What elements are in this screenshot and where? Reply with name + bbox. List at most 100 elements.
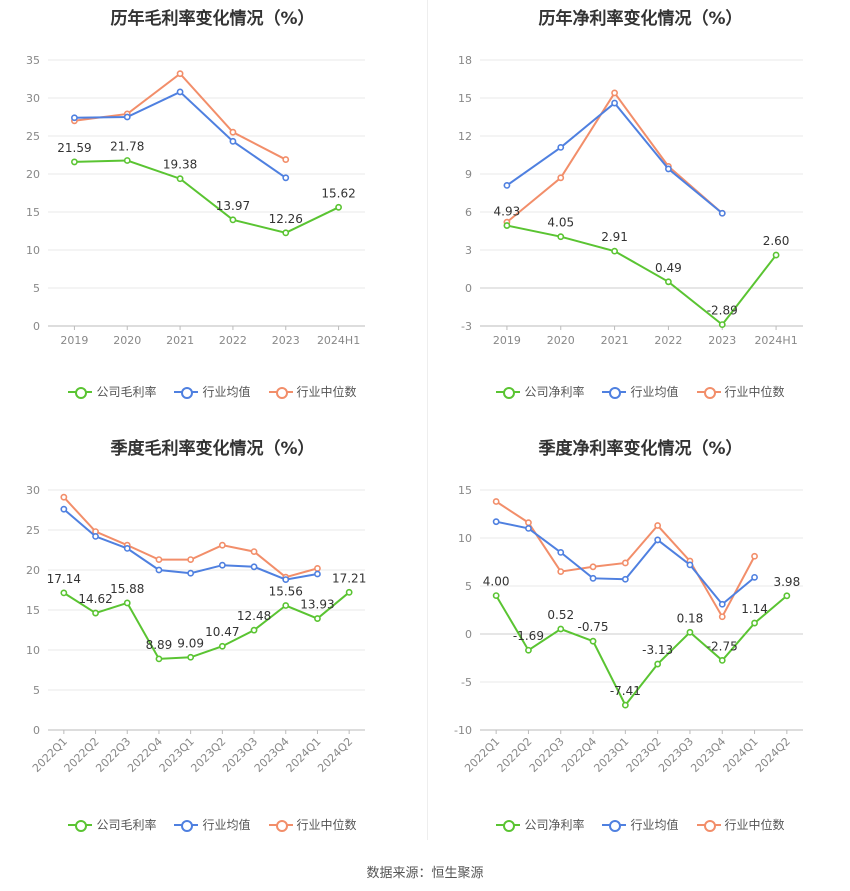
data-point-industry-avg xyxy=(282,576,290,583)
legend-item-industry-median[interactable]: 行业中位数 xyxy=(696,383,785,400)
data-point-industry-avg xyxy=(589,574,597,582)
data-point-company xyxy=(123,157,131,164)
data-point-industry-avg xyxy=(654,536,662,544)
legend-marker-icon xyxy=(602,386,627,399)
data-point-company xyxy=(60,589,68,597)
data-point-industry-avg xyxy=(525,525,532,532)
x-tick-label: 2023Q4 xyxy=(688,735,728,775)
data-point-industry-median xyxy=(282,156,290,163)
data-point-industry-avg xyxy=(123,113,131,121)
data-point-company xyxy=(589,637,597,645)
x-tick-label: 2021 xyxy=(166,334,194,347)
data-label: 21.78 xyxy=(110,139,144,153)
quarterly-gross-margin-chart: 0510152025302022Q12022Q22022Q32022Q42023… xyxy=(26,484,366,775)
legend: 公司净利率 行业均值 行业中位数 xyxy=(428,383,850,400)
data-point-company xyxy=(503,222,511,229)
data-point-company xyxy=(71,158,78,166)
data-label: 2.91 xyxy=(601,230,628,244)
legend-item-industry-median[interactable]: 行业中位数 xyxy=(268,383,357,400)
data-point-industry-avg xyxy=(71,114,78,122)
data-point-industry-median xyxy=(557,174,565,182)
chart-title: 历年毛利率变化情况（%） xyxy=(110,9,315,29)
panel-divider xyxy=(427,0,428,840)
legend-label: 行业中位数 xyxy=(296,385,357,399)
data-point-company xyxy=(772,251,780,259)
legend-item-company[interactable]: 公司毛利率 xyxy=(68,383,156,400)
data-point-company xyxy=(187,653,195,661)
x-tick-label: 2021 xyxy=(601,334,629,347)
legend-item-industry-avg[interactable]: 行业均值 xyxy=(602,383,679,400)
legend-label: 行业均值 xyxy=(202,818,251,832)
data-point-company xyxy=(525,646,532,654)
legend-item-industry-median[interactable]: 行业中位数 xyxy=(268,816,357,833)
series-line-company xyxy=(63,591,350,660)
data-point-industry-avg xyxy=(282,174,290,182)
y-tick-label: 5 xyxy=(33,282,40,295)
legend-item-industry-avg[interactable]: 行业均值 xyxy=(174,383,251,400)
legend-marker-icon xyxy=(268,819,293,832)
chart-title: 季度净利率变化情况（%） xyxy=(538,439,743,459)
series-line-industry-avg xyxy=(63,508,318,581)
quarterly-net-margin-chart: -10-50510152022Q12022Q22022Q32022Q42023Q… xyxy=(454,484,803,775)
annual-gross-margin-chart: 0 5 10 15 20 25 30 35 2019 2020 2021 2022 2023 2024H1… xyxy=(26,54,365,347)
data-point-industry-median xyxy=(176,70,184,78)
series-line-industry-median xyxy=(506,91,723,223)
data-point-industry-avg xyxy=(492,518,500,526)
data-label: 13.93 xyxy=(300,598,334,612)
legend-item-industry-avg[interactable]: 行业均值 xyxy=(602,816,679,833)
y-tick-label: 10 xyxy=(26,244,40,257)
data-point-company xyxy=(92,609,99,617)
legend-label: 行业均值 xyxy=(630,818,679,832)
data-point-company xyxy=(176,175,184,183)
data-label: 17.21 xyxy=(332,571,366,585)
data-label: -0.75 xyxy=(578,620,609,634)
data-point-company xyxy=(123,599,131,607)
legend-marker-icon xyxy=(174,819,199,832)
data-label: 15.56 xyxy=(269,585,303,599)
legend-marker-icon xyxy=(496,819,521,832)
y-tick-label: 0 xyxy=(465,628,472,641)
legend-marker-icon xyxy=(68,386,93,399)
data-point-industry-avg xyxy=(155,566,163,574)
legend-item-industry-avg[interactable]: 行业均值 xyxy=(174,816,251,833)
series-line-company xyxy=(495,595,788,707)
data-point-industry-avg xyxy=(621,575,629,583)
x-tick-label: 2024Q1 xyxy=(721,735,761,775)
series-line-industry-median xyxy=(495,500,756,619)
data-point-industry-median xyxy=(654,522,662,529)
data-point-industry-median xyxy=(218,541,226,549)
legend-label: 行业均值 xyxy=(630,385,679,399)
legend-marker-icon xyxy=(174,386,199,399)
data-point-company xyxy=(155,655,163,663)
legend-item-industry-median[interactable]: 行业中位数 xyxy=(696,816,785,833)
data-label: 12.26 xyxy=(269,212,303,226)
y-tick-label: -10 xyxy=(454,724,472,737)
data-point-industry-avg xyxy=(229,137,237,145)
y-tick-label: 0 xyxy=(33,724,40,737)
data-point-company xyxy=(557,233,565,241)
legend-marker-icon xyxy=(602,819,627,832)
legend-label: 行业中位数 xyxy=(296,818,357,832)
data-point-company xyxy=(783,592,791,600)
legend-item-company[interactable]: 公司净利率 xyxy=(496,383,584,400)
series-line-company xyxy=(506,224,777,327)
x-tick-label: 2023Q2 xyxy=(624,735,664,775)
data-source-note: 数据来源：恒生聚源 xyxy=(366,866,484,881)
legend-label: 行业均值 xyxy=(202,385,251,399)
data-point-industry-median xyxy=(492,498,500,505)
legend-marker-icon xyxy=(496,386,521,399)
legend-item-company[interactable]: 公司净利率 xyxy=(496,816,584,833)
data-label: 1.14 xyxy=(741,602,768,616)
data-point-industry-median xyxy=(250,548,258,555)
data-label: 21.59 xyxy=(57,141,91,155)
data-point-industry-avg xyxy=(60,505,68,513)
legend-item-company[interactable]: 公司毛利率 xyxy=(68,816,156,833)
y-tick-label: 20 xyxy=(26,168,40,181)
y-tick-label: 15 xyxy=(26,604,40,617)
data-label: -7.41 xyxy=(610,684,641,698)
y-tick-label: 6 xyxy=(465,206,472,219)
legend-label: 行业中位数 xyxy=(724,385,785,399)
data-point-company xyxy=(751,619,758,627)
data-point-company xyxy=(282,602,290,609)
data-point-industry-avg xyxy=(665,165,672,173)
